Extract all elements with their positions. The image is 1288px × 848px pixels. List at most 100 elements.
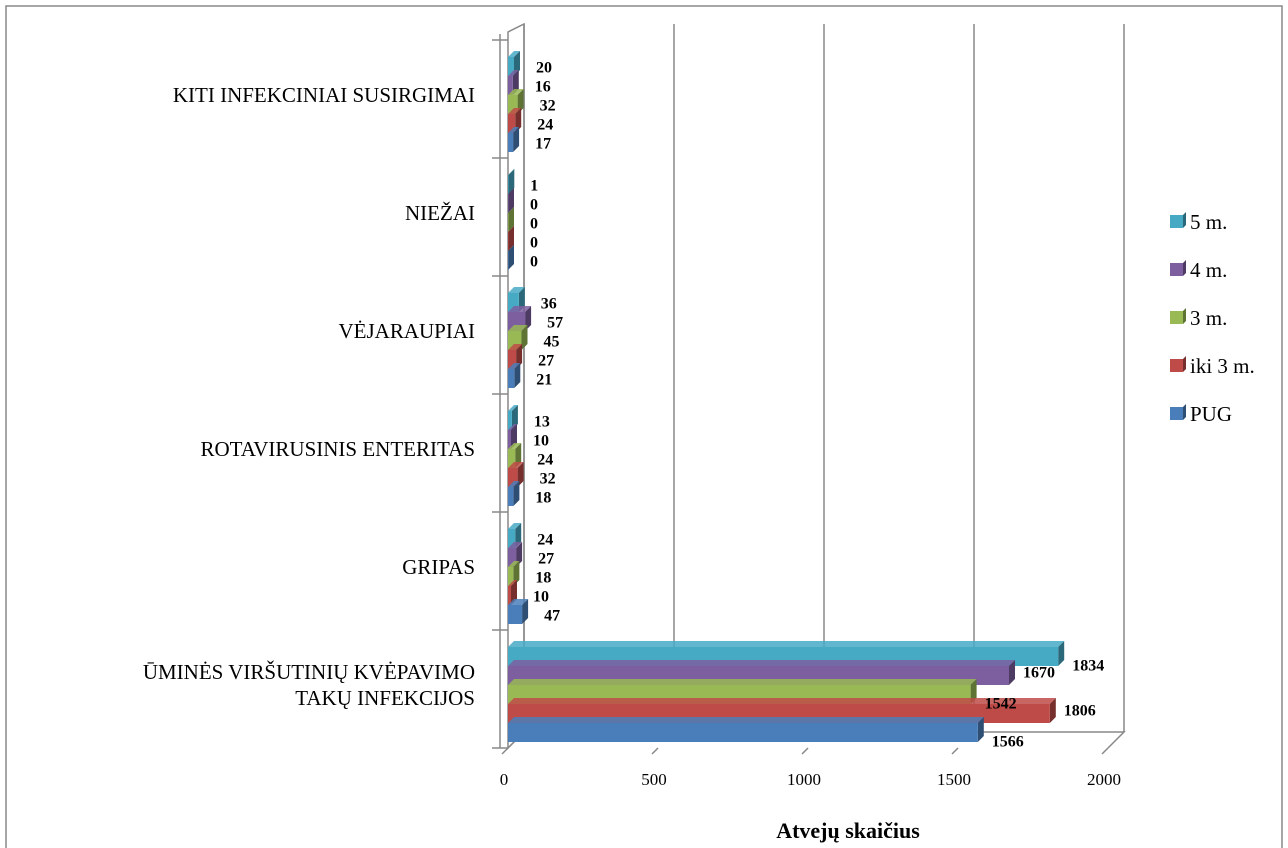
- bar-front-face: [508, 529, 516, 548]
- category-label: VĖJARAUPIAI: [339, 319, 476, 343]
- legend-item: 4 m.: [1170, 258, 1227, 282]
- bar-front-face: [508, 723, 978, 742]
- data-label: 18: [535, 570, 551, 587]
- bar-front-face: [508, 487, 514, 506]
- bar-top-face: [508, 542, 523, 548]
- bar-front-face: [508, 114, 516, 133]
- bar-side-face: [516, 344, 523, 369]
- category-label: KITI INFEKCINIAI SUSIRGIMAI: [173, 83, 475, 107]
- bar-side-face: [525, 306, 532, 331]
- bar: [508, 424, 517, 449]
- legend-item: 3 m.: [1170, 306, 1227, 330]
- legend-item: PUG: [1170, 402, 1232, 426]
- bar-front-face: [508, 95, 518, 114]
- bar-side-face: [516, 542, 523, 567]
- bar-top-face: [508, 287, 525, 293]
- x-tick-label: 1000: [787, 770, 821, 789]
- plot-area: [492, 22, 1126, 755]
- bar-top-face: [508, 325, 528, 331]
- bar-front-face: [508, 57, 514, 76]
- legend-label: PUG: [1190, 402, 1232, 426]
- data-label: 45: [544, 334, 560, 351]
- bar-side-face: [514, 51, 520, 76]
- bar-front-face: [508, 468, 518, 487]
- bar-front-face: [508, 449, 516, 468]
- bar-front-face: [508, 567, 514, 586]
- bar: [508, 169, 515, 194]
- data-label: 32: [540, 471, 556, 488]
- bar-top-face: [508, 363, 521, 369]
- bar-front-face: [508, 194, 509, 213]
- bar-side-face: [970, 679, 977, 704]
- bar-front-face: [508, 232, 509, 251]
- data-label: 0: [530, 235, 538, 252]
- data-label: 32: [540, 98, 556, 115]
- data-label: 57: [547, 315, 563, 332]
- bar: [508, 542, 523, 567]
- bar: [508, 51, 520, 76]
- x-tick: [501, 747, 509, 755]
- data-label: 1834: [1072, 658, 1104, 675]
- bar-top-face: [508, 580, 517, 586]
- data-label: 27: [538, 551, 554, 568]
- data-label: 20: [536, 60, 552, 77]
- category-label-line: KITI INFEKCINIAI SUSIRGIMAI: [173, 83, 475, 107]
- data-label: 1: [530, 178, 538, 195]
- category-label-line: GRIPAS: [402, 555, 475, 579]
- x-tick-label: 1500: [937, 770, 971, 789]
- legend-swatch-side: [1183, 356, 1186, 372]
- bar-top-face: [508, 481, 520, 487]
- bar-top-face: [508, 443, 522, 449]
- bar-top-face: [508, 306, 532, 312]
- bar-front-face: [508, 430, 511, 449]
- bar-front-face: [508, 369, 515, 388]
- data-label: 47: [544, 608, 560, 625]
- bar-side-face: [513, 561, 520, 586]
- bar: [508, 188, 514, 213]
- legend-swatch: [1170, 215, 1183, 228]
- bars: [508, 51, 1065, 742]
- x-tick: [651, 747, 659, 755]
- bar-side-face: [508, 188, 514, 213]
- bar-front-face: [508, 133, 514, 152]
- bar-side-face: [515, 523, 522, 548]
- bar-side-face: [508, 207, 514, 232]
- data-label: 1670: [1023, 665, 1055, 682]
- data-label: 17: [535, 136, 551, 153]
- bar-top-face: [508, 641, 1065, 647]
- bar-top-face: [508, 679, 977, 685]
- category-label: NIEŽAI: [405, 201, 475, 225]
- bar-top-face: [508, 89, 524, 95]
- legend-swatch-side: [1183, 404, 1186, 420]
- legend-swatch: [1170, 263, 1183, 276]
- data-label: 36: [541, 296, 557, 313]
- bar-front-face: [508, 411, 512, 430]
- bar: [508, 405, 518, 430]
- legend-swatch-side: [1183, 212, 1186, 228]
- bar-side-face: [512, 70, 519, 95]
- x-tick-label: 0: [500, 770, 509, 789]
- bar-top-face: [508, 717, 984, 723]
- bar-front-face: [508, 586, 511, 605]
- legend-item: iki 3 m.: [1170, 354, 1255, 378]
- bar-side-face: [513, 127, 520, 152]
- bar-top-face: [508, 462, 524, 468]
- x-tick-label: 2000: [1087, 770, 1121, 789]
- bar: [508, 599, 529, 624]
- data-label: 0: [530, 197, 538, 214]
- bar-top-face: [508, 424, 517, 430]
- bar-side-face: [977, 717, 984, 742]
- legend-swatch: [1170, 359, 1183, 372]
- bar-top-face: [508, 561, 520, 567]
- bar-side-face: [511, 405, 518, 430]
- bar-side-face: [511, 424, 517, 449]
- bar: [508, 344, 523, 369]
- bar-side-face: [518, 287, 525, 312]
- bar-top-face: [508, 108, 522, 114]
- bar-top-face: [508, 344, 523, 350]
- data-label: 21: [536, 372, 552, 389]
- data-label: 1542: [985, 696, 1017, 713]
- bar: [508, 443, 522, 468]
- data-label: 24: [537, 117, 553, 134]
- bar: [508, 561, 520, 586]
